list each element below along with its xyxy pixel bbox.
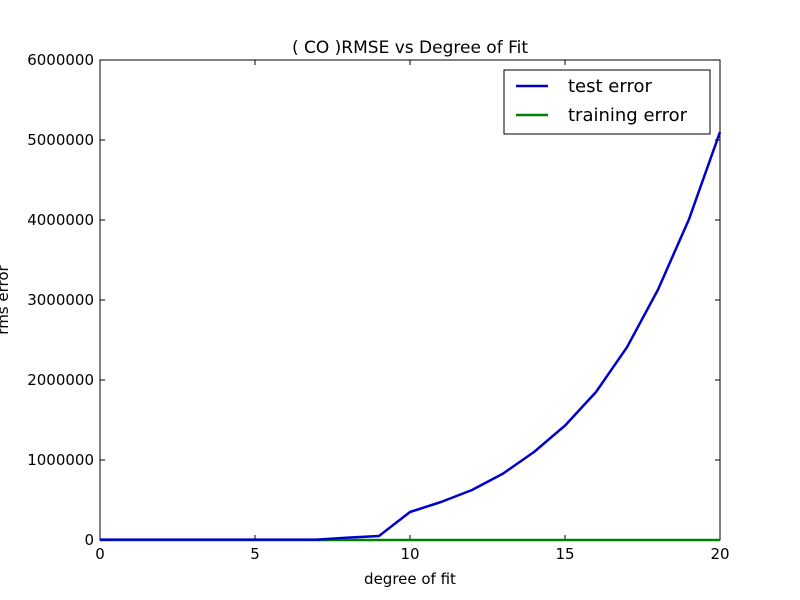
y-tick-label: 1000000 [27,451,94,469]
series-line-test-error [100,131,722,541]
legend: test error training error [503,69,711,135]
y-tick-label: 4000000 [27,211,94,229]
series-lines [100,131,722,542]
x-tick-label: 0 [95,545,105,563]
axis-ticks: 0 5 10 15 20 0 1000000 2000000 3000000 4000000 500… [27,51,729,563]
y-tick-label: 2000000 [27,371,94,389]
x-tick-label: 5 [250,545,260,563]
x-tick-label: 10 [400,545,419,563]
y-tick-label: 3000000 [27,291,94,309]
x-tick-label: 15 [555,545,574,563]
y-axis-label: rms error [0,264,12,334]
y-tick-label: 5000000 [27,131,94,149]
legend-label-training-error: training error [568,105,688,126]
y-tick-label: 0 [84,531,94,549]
chart-title: ( CO )RMSE vs Degree of Fit [292,38,528,58]
legend-label-test-error: test error [568,76,652,97]
y-tick-label: 6000000 [27,51,94,69]
legend-box [503,69,711,135]
x-tick-label: 20 [710,545,729,563]
x-axis-label: degree of fit [364,570,456,588]
plot-area [99,59,721,541]
